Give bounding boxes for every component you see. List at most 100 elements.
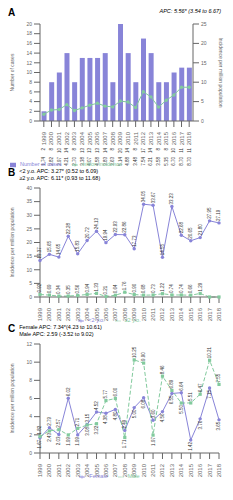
svg-text:1.76: 1.76 [122,281,127,290]
svg-text:2017: 2017 [179,131,185,145]
svg-text:30: 30 [26,212,32,218]
svg-text:22.86: 22.86 [122,221,127,233]
svg-text:2002: 2002 [65,307,71,321]
svg-text:10.21: 10.21 [207,347,212,359]
svg-text:6.00: 6.00 [113,387,118,396]
svg-text:2000: 2000 [46,307,52,321]
svg-text:2017: 2017 [207,307,213,321]
svg-text:2017: 2017 [207,463,213,477]
svg-text:27.19: 27.19 [217,209,222,221]
svg-text:2.71: 2.71 [75,417,80,426]
svg-text:3.76: 3.76 [198,420,203,429]
svg-text:0.92: 0.92 [38,283,43,292]
svg-text:2010: 2010 [141,307,147,321]
svg-text:2010: 2010 [125,131,131,145]
svg-text:2006: 2006 [94,131,100,145]
svg-text:Incidence per million populati: Incidence per million population [9,363,15,433]
svg-text:7.54: 7.54 [141,157,146,166]
svg-text:3.63: 3.63 [110,157,115,166]
svg-text:2010: 2010 [141,463,147,477]
svg-text:6.55: 6.55 [169,395,174,404]
svg-text:10: 10 [201,79,207,85]
svg-text:22.28: 22.28 [66,223,71,235]
svg-text:3.22: 3.22 [94,425,99,434]
svg-text:2000: 2000 [46,463,52,477]
svg-text:14: 14 [26,50,32,56]
svg-text:3.48: 3.48 [133,157,138,166]
svg-text:2013: 2013 [148,131,154,145]
svg-text:17: 17 [141,148,146,154]
svg-text:0: 0 [29,118,32,124]
svg-text:9.90: 9.90 [141,352,146,361]
svg-text:2004: 2004 [79,131,85,145]
svg-text:8: 8 [72,148,77,151]
svg-text:2011: 2011 [150,463,156,477]
svg-text:2013: 2013 [169,307,175,321]
svg-text:2016: 2016 [171,131,177,145]
svg-text:0.74: 0.74 [169,284,174,293]
svg-text:33.23: 33.23 [169,193,174,205]
svg-text:25: 25 [201,21,207,27]
svg-text:2018: 2018 [216,463,222,477]
svg-text:2007: 2007 [112,463,118,477]
svg-text:3.83: 3.83 [103,157,108,166]
svg-text:14.65: 14.65 [56,243,61,255]
svg-text:4.88: 4.88 [125,157,130,166]
svg-text:3.15: 3.15 [85,413,90,422]
svg-text:Incidence per million populati: Incidence per million population [9,207,15,277]
svg-text:34.05: 34.05 [141,190,146,202]
svg-text:0.56: 0.56 [75,284,80,293]
svg-text:20: 20 [118,148,123,154]
svg-text:5.14: 5.14 [118,157,123,166]
svg-text:1.42: 1.42 [188,442,193,451]
svg-text:2016: 2016 [197,463,203,477]
svg-text:6.70: 6.70 [171,157,176,166]
svg-text:14: 14 [103,148,108,154]
svg-text:6.89: 6.89 [169,379,174,388]
svg-text:3.38: 3.38 [80,157,85,166]
svg-text:2014: 2014 [178,307,184,321]
svg-text:2013: 2013 [169,463,175,477]
svg-text:20: 20 [201,40,207,46]
svg-text:2015: 2015 [163,131,169,145]
svg-text:8: 8 [133,148,138,151]
svg-text:0.21: 0.21 [103,285,108,294]
svg-text:24.13: 24.13 [94,217,99,229]
svg-text:0.90: 0.90 [132,283,137,292]
svg-text:2001: 2001 [56,463,62,477]
svg-text:20.65: 20.65 [188,227,193,239]
svg-text:0.74: 0.74 [179,284,184,293]
svg-text:2006: 2006 [103,463,109,477]
svg-text:4.38: 4.38 [103,415,108,424]
svg-text:5: 5 [201,98,204,104]
svg-text:2003: 2003 [75,307,81,321]
svg-text:0: 0 [201,118,204,124]
svg-text:7.55: 7.55 [217,373,222,382]
svg-text:0.66: 0.66 [188,284,193,293]
svg-text:6.02: 6.02 [66,387,71,396]
svg-text:8: 8 [29,79,32,85]
svg-text:2009: 2009 [131,307,137,321]
svg-text:1.22: 1.22 [160,282,165,291]
svg-text:3.08: 3.08 [85,427,90,436]
svg-text:4: 4 [29,413,32,419]
svg-text:0: 0 [29,450,32,456]
svg-text:40: 40 [26,185,32,191]
svg-text:2005: 2005 [87,131,93,145]
svg-text:1.99: 1.99 [66,436,71,445]
svg-text:5.50: 5.50 [179,405,184,414]
svg-text:2001: 2001 [56,131,62,145]
svg-text:2012: 2012 [159,307,165,321]
svg-text:2011: 2011 [150,307,156,321]
svg-text:1999: 1999 [37,307,43,321]
svg-text:13.37: 13.37 [38,247,43,259]
svg-text:1.71: 1.71 [122,439,127,448]
svg-text:1999: 1999 [37,463,43,477]
svg-text:2004: 2004 [84,463,90,477]
svg-text:2005: 2005 [94,463,100,477]
svg-text:2005: 2005 [94,307,100,321]
svg-text:8.70: 8.70 [187,157,192,166]
svg-text:5.00: 5.00 [132,409,137,418]
svg-text:0.69: 0.69 [47,284,52,293]
svg-text:2000: 2000 [48,131,54,145]
